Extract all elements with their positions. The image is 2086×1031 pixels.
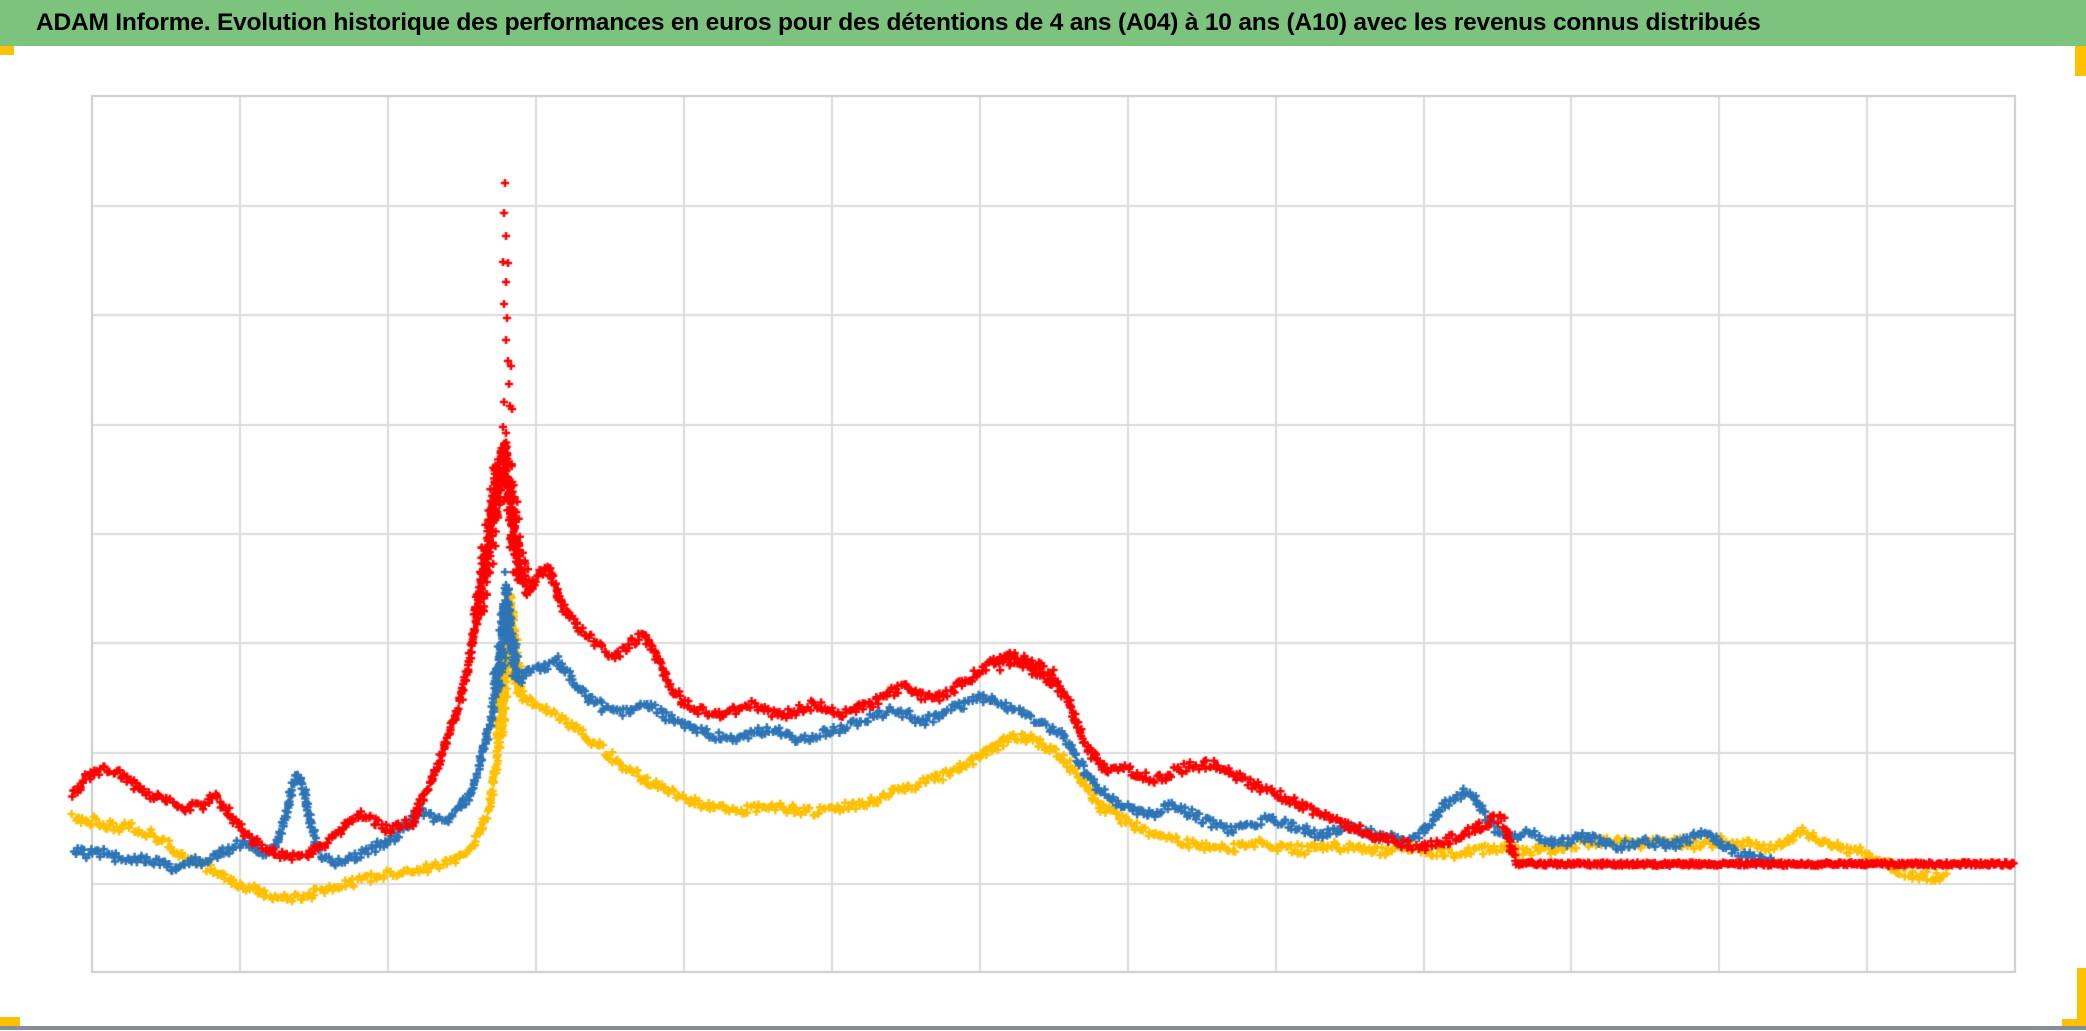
gold-accent-bottom-right-vertical xyxy=(2077,968,2086,1028)
chart-figure xyxy=(0,46,2086,1031)
gold-accent-top-right xyxy=(2075,46,2086,76)
header-bar: ADAM Informe. Evolution historique des p… xyxy=(0,0,2086,46)
page-title: ADAM Informe. Evolution historique des p… xyxy=(36,9,1761,36)
gold-accent-top-left xyxy=(0,46,14,55)
gold-accent-bottom-right-horizontal xyxy=(2062,1019,2086,1028)
performance-scatter-chart-canvas xyxy=(0,46,2086,1031)
gold-accent-bottom-left xyxy=(0,1017,20,1027)
bottom-rule xyxy=(0,1026,2086,1030)
